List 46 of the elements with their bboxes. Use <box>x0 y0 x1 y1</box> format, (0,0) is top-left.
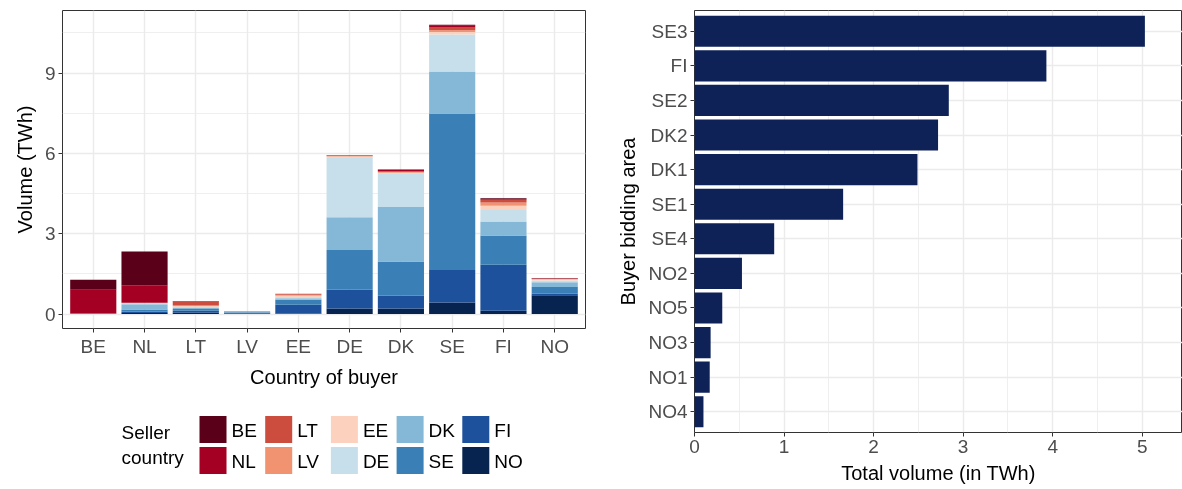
x-tick-label: 2 <box>868 435 879 457</box>
y-tick-label: SE3 <box>651 20 688 42</box>
legend-label: LT <box>297 420 319 441</box>
y-tick-label: NO4 <box>648 401 688 423</box>
legend-label: SE <box>428 451 454 472</box>
y-tick-label: NO2 <box>648 262 688 284</box>
legend-label: DE <box>362 451 390 472</box>
x-tick-label: 3 <box>957 435 969 457</box>
x-tick-label: LT <box>185 335 207 357</box>
y-tick-label: 0 <box>44 303 56 325</box>
y-tick-label: 6 <box>44 142 56 164</box>
legend-label: NO <box>494 451 523 472</box>
legend-label: DK <box>428 420 456 441</box>
y-tick-label: 9 <box>44 62 56 84</box>
y-tick-label: NO1 <box>648 366 688 388</box>
y-tick-label: 3 <box>44 223 56 245</box>
x-tick-label: 4 <box>1047 435 1059 457</box>
x-tick-label: BE <box>80 335 106 357</box>
legend-label: LV <box>297 451 320 472</box>
y-tick-label: SE2 <box>651 89 688 111</box>
y-axis-title: Buyer bidding area <box>617 136 640 306</box>
x-axis-title: Country of buyer <box>250 365 399 388</box>
y-tick-label: NO3 <box>648 332 688 354</box>
x-tick-label: LV <box>236 335 259 357</box>
x-axis-title: Total volume (in TWh) <box>841 461 1036 484</box>
legend-label: EE <box>362 420 389 441</box>
y-tick-label: NO5 <box>648 297 688 319</box>
y-tick-label: SE4 <box>651 228 688 250</box>
y-axis-title: Volume (TWh) <box>13 105 36 234</box>
x-tick-label: NL <box>132 335 157 357</box>
y-tick-label: DK2 <box>650 124 688 146</box>
x-tick-label: SE <box>439 335 465 357</box>
y-tick-label: SE1 <box>651 193 688 215</box>
x-tick-label: FI <box>495 335 512 357</box>
legend-label: NL <box>231 451 256 472</box>
y-tick-label: FI <box>670 55 688 77</box>
x-tick-label: DK <box>387 335 415 357</box>
x-tick-label: 1 <box>778 435 790 457</box>
x-tick-label: DE <box>336 335 363 357</box>
y-tick-label: DK1 <box>650 159 688 181</box>
legend-title: Seller country <box>121 422 185 468</box>
x-tick-label: EE <box>285 335 312 357</box>
legend-label: FI <box>494 420 512 441</box>
legend-label: BE <box>231 420 257 441</box>
x-tick-label: NO <box>540 335 569 357</box>
x-tick-label: 5 <box>1136 435 1148 457</box>
